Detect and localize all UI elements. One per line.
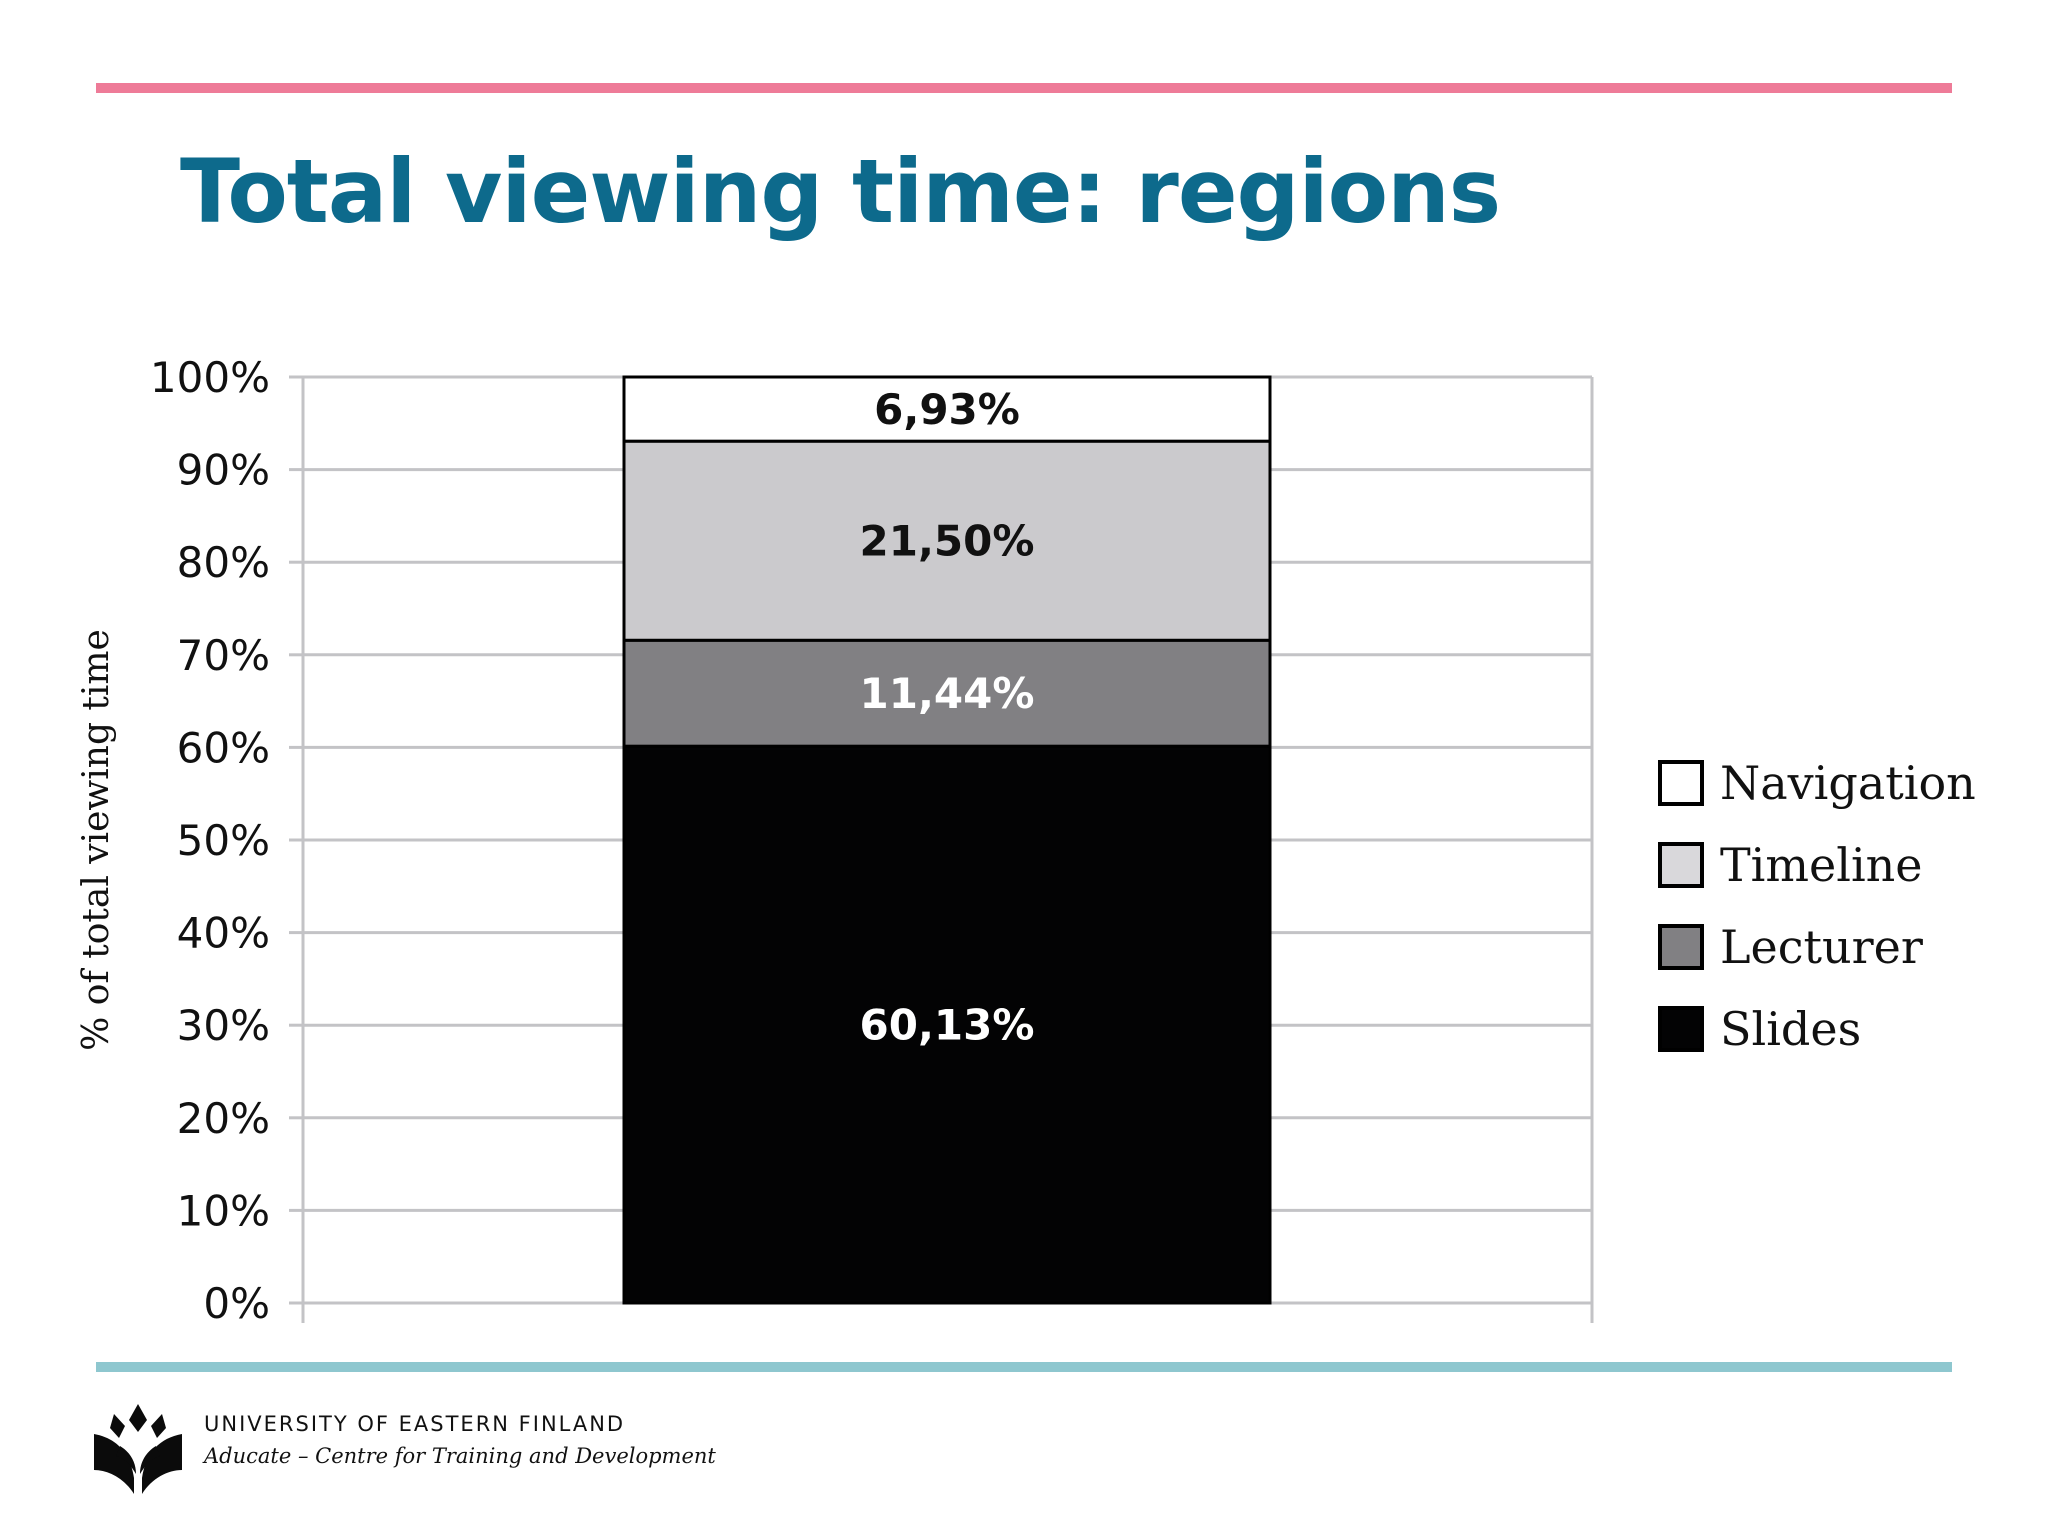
y-tick-label: 100%	[150, 353, 270, 402]
y-tick-label: 10%	[177, 1186, 270, 1235]
footer-unit-name: Aducate – Centre for Training and Develo…	[204, 1444, 716, 1468]
bar-segment-timeline	[622, 439, 1272, 642]
y-axis-title: % of total viewing time	[76, 629, 117, 1051]
legend-swatch	[1658, 760, 1704, 806]
legend-swatch	[1658, 924, 1704, 970]
chart-legend: Navigation Timeline Lecturer Slides	[1658, 742, 1976, 1070]
slide-title: Total viewing time: regions	[180, 140, 1501, 243]
y-tick-label: 30%	[177, 1001, 270, 1050]
stacked-bar-chart: 0% 10% 20% 30% 40% 50% 60% 70% 80% 90% 100% 60,13% 1…	[76, 353, 1594, 1328]
legend-item-timeline: Timeline	[1658, 824, 1976, 906]
legend-label: Timeline	[1720, 838, 1923, 892]
legend-label: Lecturer	[1720, 920, 1923, 974]
university-logo-icon	[94, 1404, 182, 1494]
y-tick-label: 90%	[177, 446, 270, 495]
legend-swatch	[1658, 1006, 1704, 1052]
legend-item-slides: Slides	[1658, 988, 1976, 1070]
y-tick-label: 60%	[177, 723, 270, 772]
bar-segment-navigation	[622, 375, 1272, 443]
data-label-slides: 60,13%	[860, 1001, 1035, 1050]
legend-item-lecturer: Lecturer	[1658, 906, 1976, 988]
y-tick-label: 70%	[177, 631, 270, 680]
data-label-lecturer: 11,44%	[860, 669, 1035, 718]
legend-swatch	[1658, 842, 1704, 888]
top-accent-rule	[96, 83, 1952, 93]
bar-segment-slides	[622, 744, 1272, 1305]
y-tick-label: 50%	[177, 816, 270, 865]
legend-label: Slides	[1720, 1002, 1862, 1056]
legend-label: Navigation	[1720, 756, 1976, 810]
data-label-navigation: 6,93%	[874, 385, 1020, 434]
y-tick-label: 0%	[203, 1279, 270, 1328]
bottom-accent-rule	[96, 1362, 1952, 1372]
footer-university-name: UNIVERSITY OF EASTERN FINLAND	[204, 1412, 626, 1436]
y-tick-label: 40%	[177, 909, 270, 958]
bar-segment-lecturer	[622, 638, 1272, 748]
footer-text-block: UNIVERSITY OF EASTERN FINLAND Aducate – …	[204, 1412, 716, 1468]
legend-item-navigation: Navigation	[1658, 742, 1976, 824]
y-tick-label: 80%	[177, 538, 270, 587]
data-label-timeline: 21,50%	[860, 517, 1035, 566]
y-tick-label: 20%	[177, 1094, 270, 1143]
